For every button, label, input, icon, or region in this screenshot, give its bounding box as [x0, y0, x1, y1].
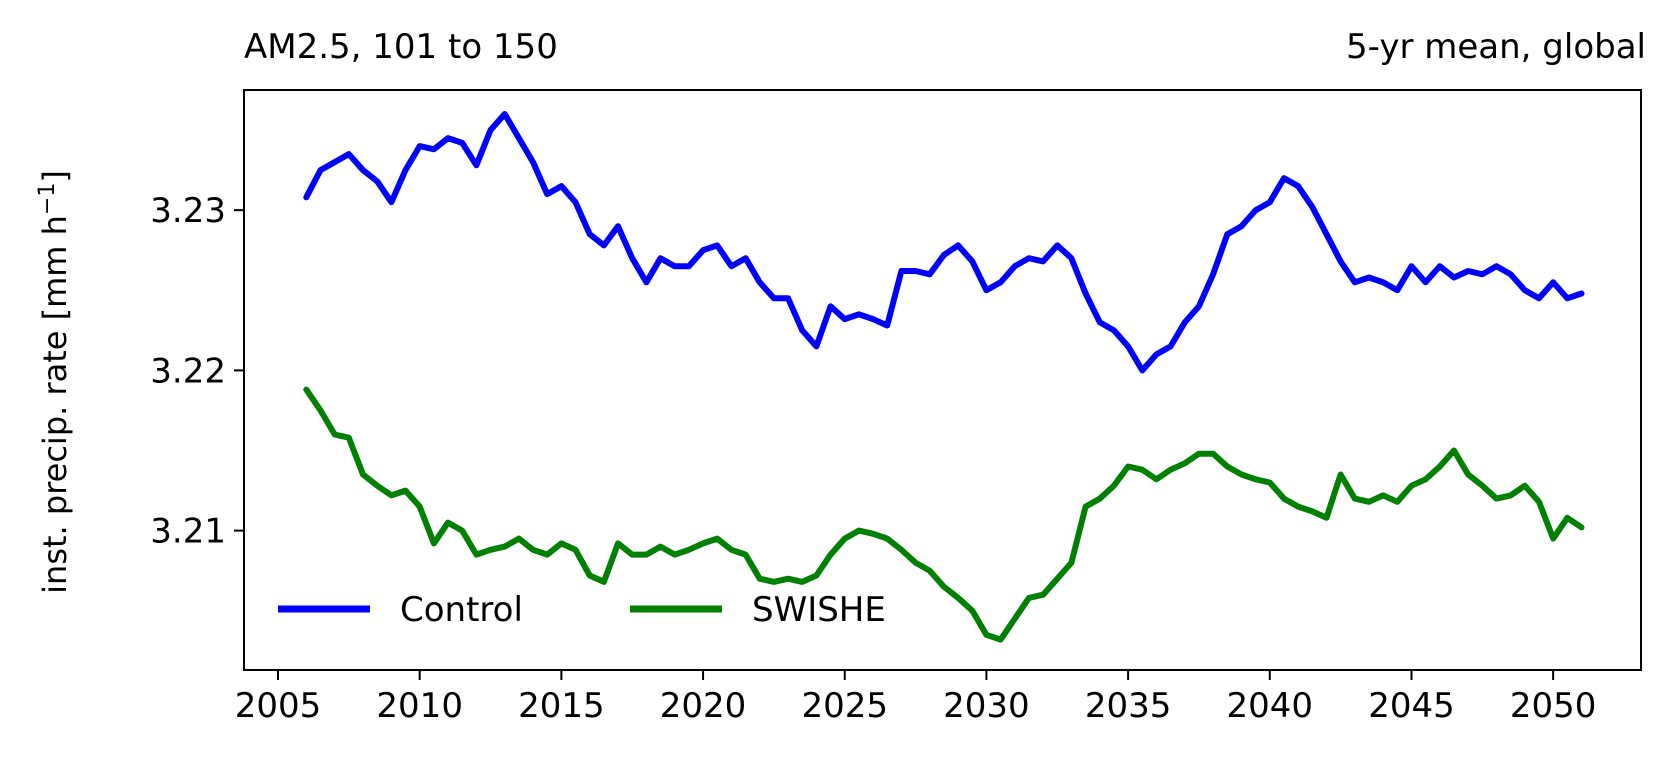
x-tick-label-2045: 2045 [1368, 686, 1455, 726]
chart-title-right: 5-yr mean, global [1346, 27, 1646, 67]
x-tick-label-2010: 2010 [376, 686, 463, 726]
series-line-control [303, 111, 1585, 374]
series-line-swishe [303, 386, 1585, 643]
y-axis-label-end: ] [36, 170, 74, 182]
x-tick-label-2025: 2025 [801, 686, 888, 726]
x-tick-label-2050: 2050 [1510, 686, 1597, 726]
y-axis-label-text: inst. precip. rate [mm h [36, 215, 74, 594]
y-tick-label-3.21: 3.21 [150, 512, 226, 552]
legend-label-swishe: SWISHE [752, 590, 886, 630]
chart-title-left: AM2.5, 101 to 150 [244, 27, 558, 67]
plot-area [303, 111, 1585, 643]
plot-frame [243, 89, 1642, 671]
legend: Control SWISHE [278, 590, 886, 630]
x-tick-label-2030: 2030 [943, 686, 1030, 726]
x-tick-label-2020: 2020 [660, 686, 747, 726]
x-tick-label-2040: 2040 [1227, 686, 1314, 726]
svg-text:inst. precip. rate [mm h−1]: inst. precip. rate [mm h−1] [35, 170, 74, 594]
y-tick-label-3.22: 3.22 [150, 351, 226, 391]
y-axis-label: inst. precip. rate [mm h−1] [35, 170, 74, 594]
x-tick-label-2035: 2035 [1085, 686, 1172, 726]
x-tick-label-2015: 2015 [518, 686, 605, 726]
x-tick-label-2005: 2005 [235, 686, 322, 726]
y-axis-label-superscript: −1 [35, 183, 60, 215]
legend-label-control: Control [400, 590, 523, 630]
y-tick-label-3.23: 3.23 [150, 191, 226, 231]
axes: 2005 2010 2015 2020 2025 2030 2035 2040 2045 2050… [150, 89, 1642, 726]
